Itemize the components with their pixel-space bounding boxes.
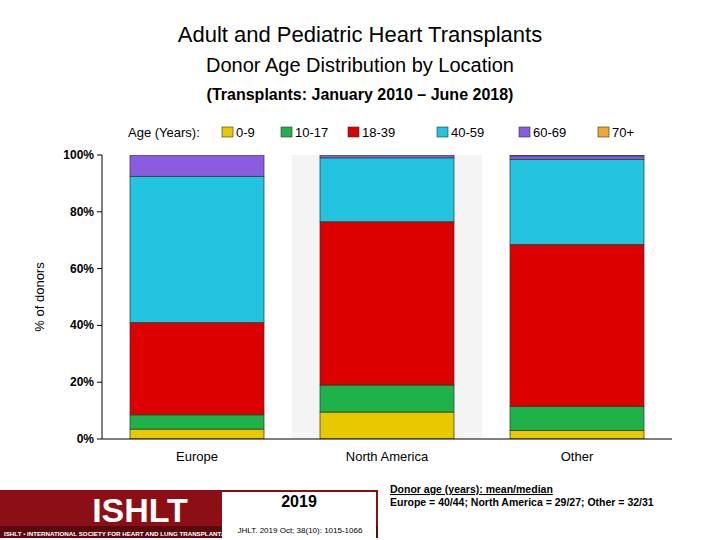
bar-segment: [130, 176, 264, 322]
subtitle: Donor Age Distribution by Location: [206, 54, 514, 76]
x-tick-label: Europe: [176, 449, 218, 464]
legend-label: 0-9: [236, 125, 255, 140]
year: 2019: [281, 493, 317, 510]
bar-segment: [510, 155, 644, 156]
logo: ISHLTISHLT • INTERNATIONAL SOCIETY FOR H…: [0, 490, 378, 538]
legend-label: 70+: [612, 125, 634, 140]
bar-segment: [130, 155, 264, 156]
citation: JHLT. 2019 Oct; 38(10): 1015-1066: [238, 526, 363, 535]
y-tick: [97, 211, 102, 212]
bar-segment: [320, 155, 454, 156]
bar-segment: [320, 222, 454, 385]
logo-subtext: ISHLT • INTERNATIONAL SOCIETY FOR HEART …: [4, 530, 240, 537]
logo-panel: [222, 492, 376, 538]
bar-segment: [510, 430, 644, 439]
bar-segment: [130, 429, 264, 439]
bar-segment: [510, 244, 644, 406]
x-tick-label: Other: [561, 449, 594, 464]
y-tick-label: 0%: [77, 432, 95, 446]
legend-swatch: [519, 127, 530, 137]
legend-swatch: [598, 127, 609, 137]
legend-title: Age (Years):: [128, 125, 200, 140]
bar-segment: [320, 412, 454, 439]
x-axis-line: [102, 439, 672, 440]
legend-swatch: [437, 127, 448, 137]
title: Adult and Pediatric Heart Transplants: [178, 22, 542, 47]
y-tick-label: 100%: [63, 148, 94, 162]
legend-swatch: [281, 127, 292, 137]
subtitle-period: (Transplants: January 2010 – June 2018): [207, 86, 514, 103]
bar-segment: [130, 415, 264, 429]
y-tick: [97, 382, 102, 383]
logo-text: ISHLT: [92, 491, 188, 529]
bar-segment: [130, 155, 264, 176]
bar-segment: [320, 155, 454, 158]
y-tick: [97, 325, 102, 326]
band-bg: [102, 155, 292, 439]
bar-segment: [510, 156, 644, 159]
y-tick: [97, 155, 102, 156]
legend-label: 40-59: [451, 125, 484, 140]
x-tick-label: North America: [346, 449, 429, 464]
legend-label: 60-69: [533, 125, 566, 140]
bar-segment: [320, 385, 454, 412]
legend-label: 18-39: [362, 125, 395, 140]
y-tick: [97, 439, 102, 440]
note-text: Europe = 40/44; North America = 29/27; O…: [390, 496, 654, 508]
band-bg: [482, 155, 672, 439]
chart-svg: Adult and Pediatric Heart Transplants Don…: [0, 0, 720, 540]
bar-segment: [510, 406, 644, 430]
legend-label: 10-17: [295, 125, 328, 140]
bar-segment: [510, 159, 644, 244]
y-tick-label: 20%: [70, 375, 94, 389]
y-axis-label: % of donors: [32, 262, 47, 332]
chart-root: Adult and Pediatric Heart Transplants Don…: [0, 0, 720, 540]
y-tick-label: 80%: [70, 205, 94, 219]
y-tick-label: 40%: [70, 318, 94, 332]
note-title: Donor age (years): mean/median: [390, 483, 553, 495]
y-tick-label: 60%: [70, 262, 94, 276]
y-tick: [97, 268, 102, 269]
legend-swatch: [348, 127, 359, 137]
bars: [130, 155, 644, 439]
y-axis-line: [102, 155, 103, 439]
bar-segment: [320, 158, 454, 222]
bar-segment: [130, 323, 264, 415]
legend-box: [100, 121, 690, 143]
legend: Age (Years): 0-9 10-17 18-39 40-59 60-69 70+: [100, 121, 690, 143]
band-bg: [292, 155, 482, 439]
legend-swatch: [222, 127, 233, 137]
